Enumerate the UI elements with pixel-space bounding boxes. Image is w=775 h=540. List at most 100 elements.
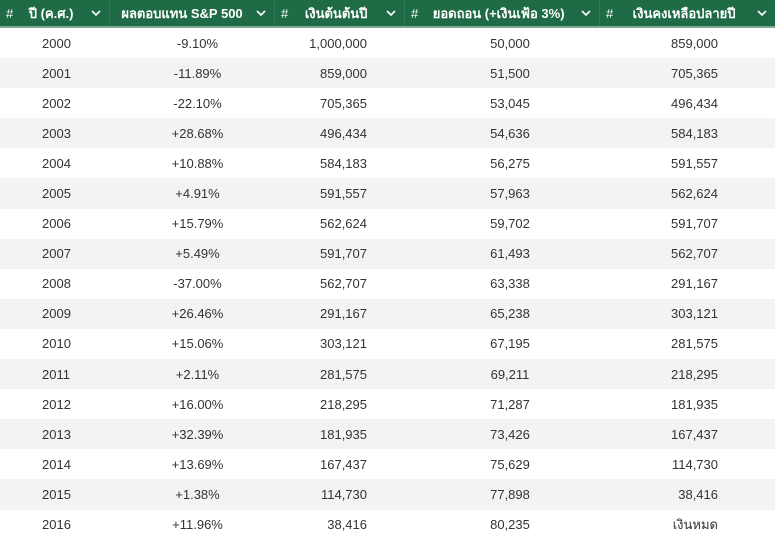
return-cell: -22.10% [173, 95, 222, 111]
end-balance-cell: 705,365 [671, 65, 718, 81]
number-type-icon: # [411, 5, 419, 21]
chevron-down-icon[interactable] [579, 6, 593, 20]
table-row: 2015 +1.38% 114,730 77,898 38,416 [0, 479, 775, 510]
start-balance-cell: 114,730 [320, 486, 367, 502]
number-type-icon: # [281, 5, 289, 21]
end-balance-cell: 562,624 [671, 186, 718, 202]
column-title: ปี (ค.ศ.) [28, 5, 74, 21]
column-title: ยอดถอน (+เงินเฟ้อ 3%) [432, 5, 565, 21]
end-balance-cell: 584,183 [671, 125, 718, 141]
start-balance-cell: 181,935 [320, 426, 367, 442]
year-cell: 2012 [42, 396, 71, 412]
withdrawal-cell: 75,629 [490, 456, 530, 472]
withdrawal-cell: 69,211 [490, 366, 530, 382]
column-header-return[interactable]: ผลตอบแทน S&P 500 [110, 0, 275, 26]
return-cell: -11.89% [173, 65, 222, 81]
year-cell: 2002 [42, 95, 71, 111]
table-row: 2003 +28.68% 496,434 54,636 584,183 [0, 118, 775, 149]
table-row: 2016 +11.96% 38,416 80,235 เงินหมด [0, 509, 775, 540]
year-cell: 2001 [42, 65, 71, 81]
end-balance-cell: 859,000 [671, 35, 718, 51]
year-cell: 2008 [42, 276, 71, 292]
withdrawal-cell: 59,702 [490, 216, 530, 232]
return-cell: +28.68% [171, 125, 224, 141]
withdrawal-cell: 57,963 [490, 186, 530, 202]
return-cell: +11.96% [172, 517, 223, 533]
year-cell: 2014 [42, 456, 71, 472]
year-cell: 2013 [42, 426, 71, 442]
withdrawal-cell: 53,045 [490, 95, 530, 111]
column-title: เงินต้นต้นปี [304, 5, 368, 21]
start-balance-cell: 584,183 [320, 155, 367, 171]
end-balance-cell: 167,437 [671, 426, 718, 442]
end-balance-cell: 291,167 [671, 276, 718, 292]
end-balance-cell: 303,121 [671, 306, 718, 322]
number-type-icon: # [606, 5, 614, 21]
start-balance-cell: 859,000 [320, 65, 367, 81]
withdrawal-cell: 51,500 [490, 65, 530, 81]
table-row: 2009 +26.46% 291,167 65,238 303,121 [0, 298, 775, 329]
return-cell: +26.46% [171, 306, 224, 322]
table-row: 2014 +13.69% 167,437 75,629 114,730 [0, 449, 775, 480]
start-balance-cell: 591,707 [320, 246, 367, 262]
start-balance-cell: 167,437 [320, 456, 367, 472]
withdrawal-cell: 77,898 [490, 486, 530, 502]
year-cell: 2006 [42, 216, 71, 232]
return-cell: -37.00% [173, 276, 222, 292]
year-cell: 2004 [42, 155, 71, 171]
withdrawal-cell: 67,195 [490, 336, 530, 352]
chevron-down-icon[interactable] [755, 6, 769, 20]
column-title: ผลตอบแทน S&P 500 [121, 5, 243, 21]
table-header: # ปี (ค.ศ.) ผลตอบแทน S&P 500 # เงินต้นต้… [0, 0, 775, 28]
year-cell: 2015 [42, 486, 71, 502]
return-cell: +4.91% [175, 186, 220, 202]
column-header-year[interactable]: # ปี (ค.ศ.) [0, 0, 110, 26]
withdrawal-cell: 73,426 [490, 426, 530, 442]
start-balance-cell: 303,121 [320, 336, 367, 352]
table-row: 2001 -11.89% 859,000 51,500 705,365 [0, 58, 775, 89]
year-cell: 2009 [42, 306, 71, 322]
return-cell: +15.79% [171, 216, 224, 232]
return-cell: +1.38% [175, 486, 220, 502]
table-row: 2002 -22.10% 705,365 53,045 496,434 [0, 88, 775, 119]
table-row: 2008 -37.00% 562,707 63,338 291,167 [0, 268, 775, 299]
year-cell: 2016 [42, 517, 71, 533]
end-balance-cell: 496,434 [671, 95, 718, 111]
return-cell: +2.11% [175, 366, 220, 382]
return-cell: +16.00% [171, 396, 224, 412]
start-balance-cell: 281,575 [320, 366, 367, 382]
return-cell: +15.06% [171, 336, 224, 352]
withdrawal-cell: 63,338 [490, 276, 530, 292]
table-row: 2011 +2.11% 281,575 69,211 218,295 [0, 359, 775, 390]
table-row: 2012 +16.00% 218,295 71,287 181,935 [0, 389, 775, 420]
year-cell: 2005 [42, 186, 71, 202]
end-balance-cell: 562,707 [671, 246, 718, 262]
table-row: 2013 +32.39% 181,935 73,426 167,437 [0, 419, 775, 450]
year-cell: 2010 [42, 336, 71, 352]
end-balance-cell: 281,575 [671, 336, 718, 352]
end-balance-cell: 591,557 [671, 155, 718, 171]
table-row: 2006 +15.79% 562,624 59,702 591,707 [0, 208, 775, 239]
year-cell: 2011 [42, 366, 70, 382]
year-cell: 2000 [42, 35, 71, 51]
end-balance-cell: 114,730 [671, 456, 718, 472]
return-cell: +5.49% [175, 246, 220, 262]
chevron-down-icon[interactable] [254, 6, 268, 20]
chevron-down-icon[interactable] [89, 6, 103, 20]
end-balance-cell: 591,707 [671, 216, 718, 232]
chevron-down-icon[interactable] [384, 6, 398, 20]
return-cell: +32.39% [171, 426, 224, 442]
start-balance-cell: 1,000,000 [309, 35, 367, 51]
start-balance-cell: 38,416 [327, 517, 367, 533]
end-balance-cell: 181,935 [671, 396, 718, 412]
end-balance-cell: 38,416 [678, 486, 718, 502]
column-header-withdrawal[interactable]: # ยอดถอน (+เงินเฟ้อ 3%) [405, 0, 600, 26]
withdrawal-cell: 56,275 [490, 155, 530, 171]
column-header-start-balance[interactable]: # เงินต้นต้นปี [275, 0, 405, 26]
year-cell: 2007 [42, 246, 71, 262]
end-balance-cell: เงินหมด [672, 517, 718, 533]
withdrawal-cell: 61,493 [490, 246, 530, 262]
table-row: 2004 +10.88% 584,183 56,275 591,557 [0, 148, 775, 179]
column-header-end-balance[interactable]: # เงินคงเหลือปลายปี [600, 0, 775, 26]
